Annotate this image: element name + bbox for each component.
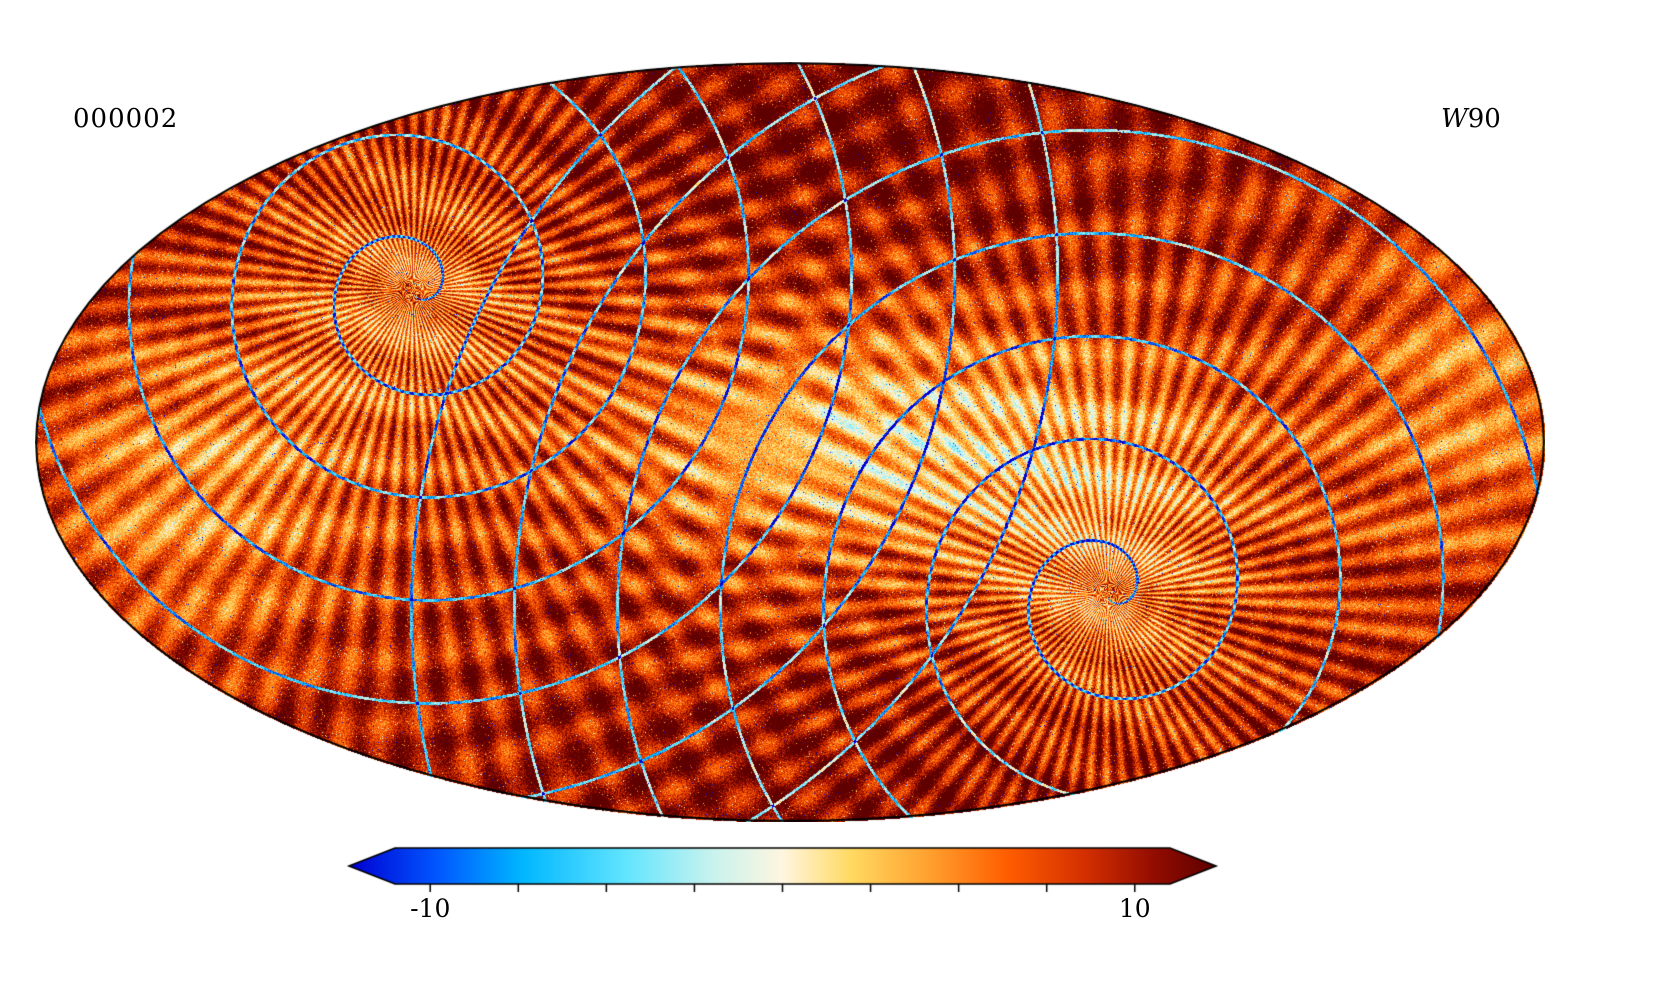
band-letter: W (1441, 104, 1468, 134)
colorbar-min-tick-label: -10 (410, 894, 451, 923)
map-id-label: 000002 (73, 104, 179, 134)
frequency-band-label: W90 (1441, 104, 1501, 134)
mollweide-sky-map-canvas (35, 62, 1545, 822)
colorbar-canvas (340, 845, 1240, 894)
colorbar-max-tick-label: 10 (1118, 894, 1151, 923)
band-number: 90 (1467, 104, 1501, 134)
